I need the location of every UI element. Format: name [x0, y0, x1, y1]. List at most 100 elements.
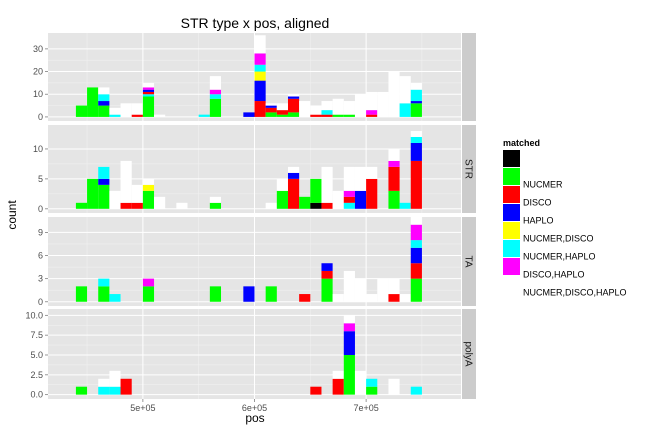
bar-segment: [354, 278, 367, 302]
bar-segment: [265, 103, 277, 106]
bar-segment: [98, 105, 110, 117]
bar-segment: [209, 98, 222, 117]
bar-segment: [109, 386, 121, 395]
bar-segment: [410, 263, 422, 279]
bar-segment: [343, 166, 355, 191]
bar-segment: [388, 148, 400, 161]
bar-segment: [98, 166, 110, 179]
bar-segment: [343, 196, 355, 203]
bar-segment: [299, 101, 311, 117]
bar-segment: [310, 202, 322, 209]
bar-segment: [98, 386, 110, 395]
legend-key-swatch: [503, 276, 520, 293]
bar-segment: [410, 247, 422, 264]
bar-segment: [388, 378, 400, 395]
panels-group: 0 10 20 30 0 5 10 STR 0 3 6 9 TA 0.0 2.5 5.0 7.5 10.0 poly…: [25, 33, 476, 413]
facet-strip-label: TA: [463, 255, 474, 267]
bar-segment: [243, 112, 255, 117]
bar-segment: [410, 89, 422, 102]
bar-segment: [321, 278, 333, 302]
bar-segment: [142, 96, 155, 117]
bar-segment: [98, 184, 110, 209]
bar-segment: [410, 101, 422, 104]
bar-segment: [142, 178, 155, 185]
bar-segment: [209, 76, 222, 90]
y-tick-label: 0: [38, 297, 43, 307]
bar-segment: [209, 286, 222, 302]
bar-segment: [410, 224, 422, 241]
y-tick-label: 10: [33, 89, 43, 99]
bar-segment: [366, 178, 378, 209]
bar-segment: [310, 178, 322, 203]
y-tick-label: 3: [38, 274, 43, 284]
bar-segment: [343, 270, 355, 302]
bar-segment: [321, 114, 333, 117]
bar-segment: [343, 315, 355, 324]
bar-segment: [209, 89, 222, 95]
bar-segment: [377, 91, 389, 117]
bar-segment: [131, 103, 143, 115]
bar-segment: [98, 101, 110, 106]
bar-segment: [254, 80, 266, 102]
y-tick-label: 10: [33, 144, 43, 154]
legend-entry-label: NUCMER: [523, 180, 563, 190]
y-axis-label: count: [5, 200, 19, 230]
bar-segment: [142, 89, 155, 92]
bar-segment: [287, 98, 300, 113]
bar-segment: [410, 217, 422, 225]
bar-segment: [98, 178, 110, 185]
bar-segment: [388, 166, 400, 191]
y-tick-label: 0.0: [30, 390, 43, 400]
bar-segment: [142, 91, 155, 95]
x-tick-label: 7e+05: [353, 403, 378, 413]
bar-segment: [109, 190, 121, 209]
bar-segment: [410, 240, 422, 248]
bar-segment: [321, 270, 333, 279]
bar-segment: [75, 105, 88, 117]
bar-segment: [410, 142, 422, 161]
y-tick-label: 0: [38, 112, 43, 122]
bar-segment: [332, 370, 344, 379]
bar-segment: [98, 94, 110, 102]
bar-segment: [287, 96, 300, 99]
y-tick-label: 20: [33, 67, 43, 77]
bar-segment: [410, 130, 422, 137]
bar-segment: [75, 386, 88, 395]
y-tick-label: 7.5: [30, 330, 43, 340]
bar-segment: [388, 294, 400, 302]
bar-segment: [98, 378, 110, 387]
legend-key-swatch: [503, 222, 520, 239]
bar-segment: [87, 87, 99, 117]
bar-segment: [265, 286, 277, 302]
bar-segment: [254, 101, 266, 117]
bar-segment: [310, 114, 322, 117]
bar-segment: [209, 202, 222, 209]
bar-segment: [366, 91, 378, 111]
bar-segment: [332, 98, 344, 115]
bar-segment: [109, 370, 121, 387]
bar-segment: [276, 114, 288, 117]
bar-segment: [109, 107, 121, 115]
bar-segment: [321, 202, 333, 209]
bar-segment: [366, 378, 378, 387]
y-tick-label: 30: [33, 44, 43, 54]
bar-segment: [120, 103, 132, 117]
bar-segment: [254, 71, 266, 81]
bar-segment: [366, 114, 378, 117]
bar-segment: [120, 202, 132, 209]
y-tick-label: 9: [38, 227, 43, 237]
bar-segment: [109, 114, 121, 117]
bar-segment: [209, 196, 222, 203]
bar-segment: [332, 378, 344, 395]
facet-strip-label: STR: [463, 159, 474, 179]
bar-segment: [265, 112, 277, 117]
facet-strip: [462, 125, 476, 213]
bar-segment: [254, 53, 266, 65]
bar-segment: [410, 82, 422, 90]
bar-segment: [276, 110, 288, 115]
legend-entry-label: NUCMER,DISCO: [523, 234, 594, 244]
bar-segment: [399, 103, 411, 117]
facet-panel-STR: 0 5 10 STR: [33, 125, 476, 214]
bar-segment: [131, 184, 143, 203]
